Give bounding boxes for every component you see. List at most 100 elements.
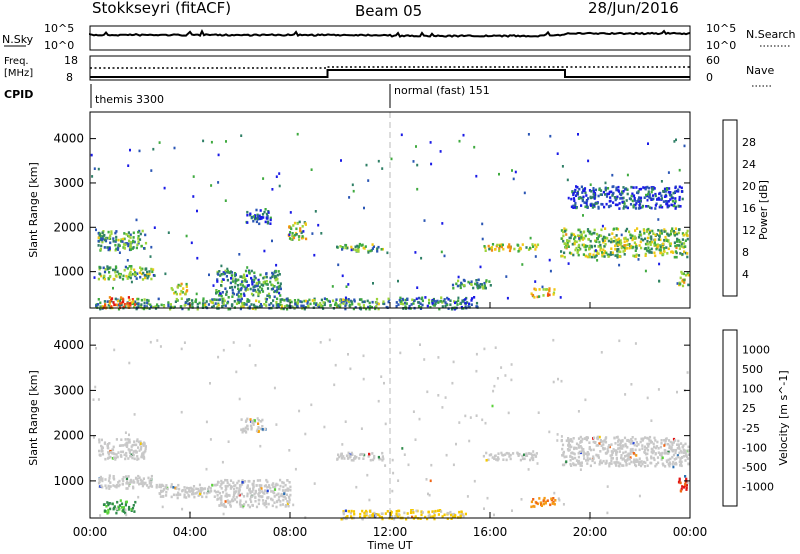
heatmap-cell <box>261 499 265 502</box>
heatmap-cell <box>591 459 594 463</box>
heatmap-cell <box>159 345 162 348</box>
y-tick-label: 4000 <box>53 338 84 352</box>
velocity-colorbar-label: Velocity [m s^-1] <box>777 370 790 465</box>
heatmap-cell <box>98 453 101 457</box>
heatmap-cell <box>611 194 614 197</box>
heatmap-cell <box>411 515 414 519</box>
heatmap-cell <box>103 277 106 281</box>
heatmap-cell <box>240 305 243 309</box>
heatmap-cell <box>110 232 113 235</box>
heatmap-cell <box>170 495 173 499</box>
heatmap-cell <box>549 134 552 138</box>
heatmap-cell <box>403 453 406 456</box>
heatmap-cell <box>396 514 399 518</box>
heatmap-cell <box>240 275 243 278</box>
heatmap-cell <box>184 490 187 494</box>
heatmap-cell <box>118 299 122 303</box>
heatmap-cell <box>249 490 252 493</box>
heatmap-cell <box>377 159 380 163</box>
heatmap-cell <box>603 205 606 209</box>
heatmap-cell <box>669 232 672 236</box>
heatmap-cell <box>126 267 129 270</box>
heatmap-cell <box>108 476 111 480</box>
heatmap-cell <box>261 213 265 216</box>
heatmap-cell <box>206 491 209 495</box>
heatmap-cell <box>401 447 404 450</box>
heatmap-cell <box>637 190 640 193</box>
heatmap-cell <box>675 246 678 250</box>
heatmap-cell <box>346 515 349 518</box>
heatmap-cell <box>381 167 384 170</box>
heatmap-cell <box>650 198 653 201</box>
heatmap-cell <box>271 275 274 279</box>
heatmap-cell <box>583 245 586 249</box>
heatmap-cell <box>103 270 107 274</box>
heatmap-cell <box>530 292 533 295</box>
heatmap-cell <box>612 240 615 243</box>
heatmap-cell <box>254 491 257 495</box>
heatmap-cell <box>457 299 460 302</box>
heatmap-cell <box>269 276 272 280</box>
heatmap-cell <box>223 272 227 275</box>
heatmap-cell <box>258 488 261 491</box>
heatmap-cell <box>582 454 585 457</box>
heatmap-cell <box>624 460 628 464</box>
heatmap-cell <box>469 416 472 419</box>
heatmap-cell <box>602 248 605 251</box>
heatmap-cell <box>573 447 576 451</box>
heatmap-cell <box>127 457 130 460</box>
heatmap-cell <box>141 442 144 446</box>
heatmap-cell <box>117 238 120 242</box>
nsky-tick-bottom: 10^0 <box>44 39 74 52</box>
heatmap-cell <box>595 254 598 257</box>
heatmap-cell <box>114 485 117 488</box>
heatmap-cell <box>600 461 603 465</box>
heatmap-cell <box>519 247 522 250</box>
heatmap-cell <box>615 458 618 461</box>
heatmap-cell <box>320 232 323 235</box>
heatmap-cell <box>242 292 246 296</box>
heatmap-cell <box>128 273 131 276</box>
heatmap-cell <box>415 297 418 301</box>
heatmap-cell <box>449 510 452 514</box>
heatmap-cell <box>671 196 674 200</box>
heatmap-cell <box>444 304 447 308</box>
heatmap-cell <box>130 301 133 304</box>
heatmap-cell <box>97 398 100 401</box>
heatmap-cell <box>217 490 220 494</box>
heatmap-cell <box>278 184 281 188</box>
heatmap-cell <box>120 301 123 305</box>
heatmap-cell <box>268 296 271 299</box>
heatmap-cell <box>265 217 268 220</box>
heatmap-cell <box>612 227 616 231</box>
heatmap-cell <box>246 221 249 224</box>
heatmap-cell <box>105 486 108 490</box>
heatmap-cell <box>650 190 653 194</box>
heatmap-cell <box>220 264 223 268</box>
freq-panel: Freq. [MHz] 18 8 60 0 Nave <box>4 54 774 87</box>
heatmap-cell <box>133 268 136 272</box>
heatmap-cell <box>635 441 638 444</box>
heatmap-cell <box>594 202 597 205</box>
cpid-panel: CPID themis 3300 normal (fast) 151 <box>4 84 490 108</box>
heatmap-cell <box>238 502 242 506</box>
heatmap-cell <box>138 482 141 486</box>
heatmap-cell <box>239 283 242 286</box>
heatmap-cell <box>241 284 244 287</box>
heatmap-cell <box>579 445 582 448</box>
heatmap-cell <box>352 307 355 311</box>
heatmap-cell <box>164 272 167 276</box>
heatmap-cell <box>283 492 286 495</box>
heatmap-cell <box>397 513 400 516</box>
heatmap-cell <box>679 252 682 255</box>
time-axis-label: Time UT <box>366 539 412 552</box>
heatmap-cell <box>631 439 634 443</box>
heatmap-cell <box>616 203 619 207</box>
heatmap-cell <box>97 277 100 281</box>
heatmap-cell <box>670 447 673 451</box>
heatmap-cell <box>131 272 134 276</box>
heatmap-cell <box>244 500 248 504</box>
heatmap-cell <box>99 301 102 305</box>
heatmap-cell <box>674 186 677 190</box>
heatmap-cell <box>255 484 258 487</box>
